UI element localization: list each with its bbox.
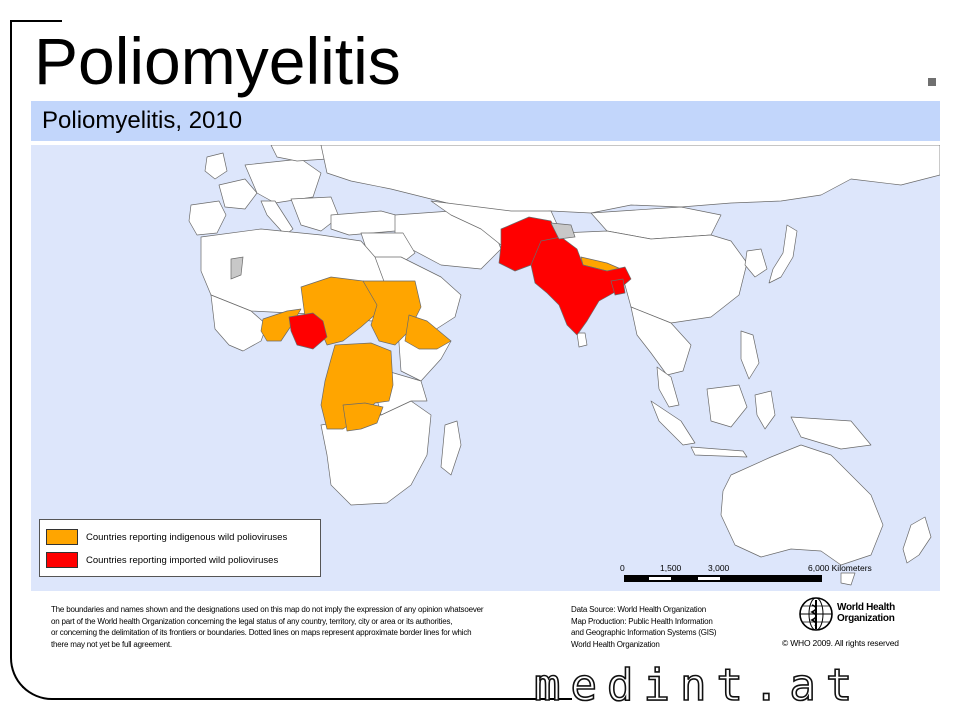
legend-label-imported: Countries reporting imported wild poliov… bbox=[86, 554, 279, 566]
land-korea bbox=[744, 248, 768, 278]
land-balkans bbox=[290, 196, 340, 232]
land-tasmania bbox=[840, 572, 856, 586]
legend-label-indigenous: Countries reporting indigenous wild poli… bbox=[86, 531, 288, 543]
scale-tick-1500: 1,500 bbox=[660, 563, 682, 573]
land-france bbox=[218, 178, 258, 210]
who-copyright: © WHO 2009. All rights reserved bbox=[782, 638, 899, 648]
land-australia bbox=[720, 444, 884, 566]
data-source: Data Source: World Health Organization M… bbox=[571, 604, 751, 650]
scale-tick-0: 0 bbox=[620, 563, 625, 573]
brand-watermark: medint.at bbox=[533, 660, 863, 711]
region-imported-bangladesh bbox=[610, 278, 626, 296]
legend-swatch-imported bbox=[46, 552, 78, 568]
slide-frame bbox=[10, 20, 572, 700]
scale-bar-track bbox=[624, 575, 822, 582]
scale-bar-segment-1 bbox=[649, 577, 671, 580]
land-new-zealand bbox=[902, 516, 932, 564]
corner-marker bbox=[928, 78, 936, 86]
disclaimer-line: there may not yet be full agreement. bbox=[51, 639, 172, 649]
land-philippines bbox=[740, 330, 760, 380]
land-java bbox=[690, 446, 748, 458]
land-malay bbox=[656, 366, 680, 408]
region-no-data-kashmir bbox=[550, 222, 576, 240]
region-imported-nigeria bbox=[288, 312, 328, 350]
land-scandinavia bbox=[270, 145, 328, 162]
data-source-line: Map Production: Public Health Informatio… bbox=[571, 616, 713, 626]
region-indigenous-ethiopia bbox=[404, 314, 452, 350]
land-british-isles bbox=[204, 152, 228, 180]
land-west-coast bbox=[210, 294, 268, 352]
legend-item-indigenous: Countries reporting indigenous wild poli… bbox=[46, 529, 287, 545]
who-name-line1: World Health bbox=[837, 602, 895, 613]
disclaimer-line: on part of the World health Organization… bbox=[51, 616, 453, 626]
region-imported-india bbox=[530, 236, 632, 336]
world-map bbox=[31, 145, 940, 591]
land-turkey bbox=[330, 210, 404, 236]
land-japan bbox=[768, 224, 798, 284]
land-sulawesi bbox=[754, 390, 776, 430]
map-subtitle: Poliomyelitis, 2010 bbox=[42, 107, 243, 134]
slide-title: Poliomyelitis bbox=[34, 24, 401, 98]
disclaimer-line: or concerning the delimitation of its fr… bbox=[51, 628, 472, 637]
who-emblem-icon bbox=[799, 597, 833, 631]
scale-tick-6000: 6,000 Kilometers bbox=[808, 563, 872, 573]
land-madagascar bbox=[440, 420, 462, 476]
disclaimer-line: The boundaries and names shown and the d… bbox=[51, 605, 484, 614]
land-iberia bbox=[188, 200, 227, 236]
region-indigenous-angola-strip bbox=[342, 402, 384, 432]
scale-tick-3000: 3,000 bbox=[708, 563, 730, 573]
land-sri-lanka bbox=[576, 332, 588, 348]
land-indochina bbox=[630, 306, 692, 376]
data-source-line: and Geographic Information Systems (GIS) bbox=[571, 628, 717, 637]
subtitle-bar: Poliomyelitis, 2010 bbox=[31, 101, 940, 141]
scale-bar: 0 1,500 3,000 6,000 Kilometers bbox=[620, 563, 872, 582]
land-sumatra bbox=[650, 400, 696, 446]
scale-bar-segment-2 bbox=[698, 577, 720, 580]
data-source-line: World Health Organization bbox=[571, 639, 660, 649]
who-name-line2: Organization bbox=[837, 613, 895, 624]
map-legend: Countries reporting indigenous wild poli… bbox=[39, 519, 321, 577]
map-disclaimer: The boundaries and names shown and the d… bbox=[51, 604, 556, 650]
who-logo-block: World Health Organization © WHO 2009. Al… bbox=[782, 596, 936, 648]
who-name: World Health Organization bbox=[837, 602, 895, 624]
legend-item-imported: Countries reporting imported wild poliov… bbox=[46, 552, 278, 568]
slide-frame-top bbox=[10, 20, 62, 22]
land-new-guinea bbox=[790, 416, 872, 450]
region-no-data-western-sahara bbox=[230, 256, 244, 280]
land-russia bbox=[320, 145, 940, 216]
land-borneo bbox=[706, 384, 748, 428]
legend-swatch-indigenous bbox=[46, 529, 78, 545]
data-source-line: Data Source: World Health Organization bbox=[571, 605, 706, 614]
